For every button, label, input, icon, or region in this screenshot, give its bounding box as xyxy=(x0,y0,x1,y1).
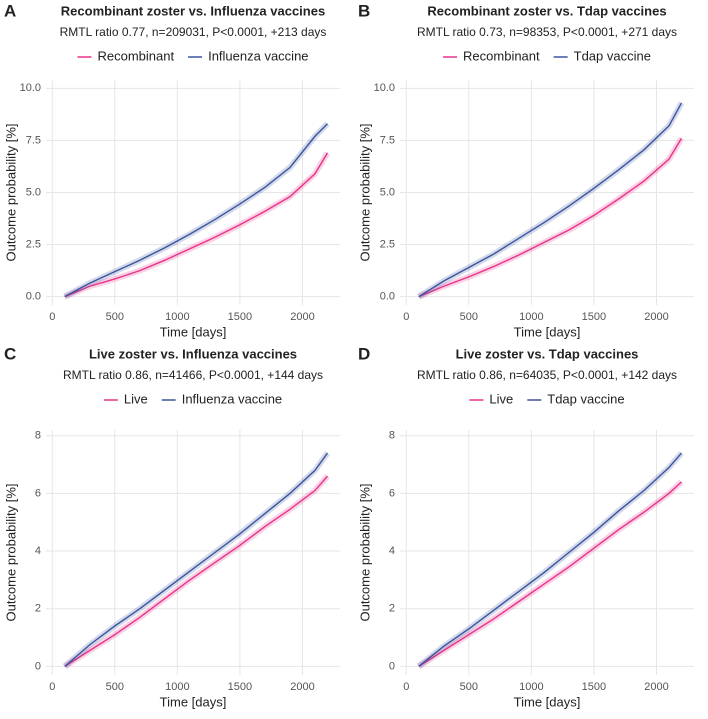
x-tick-label: 1500 xyxy=(582,311,606,323)
legend-label: Recombinant xyxy=(463,48,540,63)
y-tick-label: 2 xyxy=(35,603,41,615)
x-axis-title: Time [days] xyxy=(160,324,227,339)
series-line xyxy=(64,123,328,298)
x-axis-title: Time [days] xyxy=(514,324,581,339)
y-tick-label: 4 xyxy=(35,545,41,557)
y-tick-label: 0.0 xyxy=(380,291,395,303)
y-tick-label: 4 xyxy=(389,545,395,557)
confidence-band xyxy=(63,121,330,300)
x-tick-label: 2000 xyxy=(644,311,668,323)
y-tick-label: 0 xyxy=(35,660,41,672)
y-tick-label: 7.5 xyxy=(26,134,41,146)
chart-subtitle: RMTL ratio 0.77, n=209031, P<0.0001, +21… xyxy=(60,25,327,39)
confidence-band xyxy=(417,101,685,300)
series-line xyxy=(64,475,329,667)
chart-title: Live zoster vs. Tdap vaccines xyxy=(456,346,639,361)
x-tick-label: 1500 xyxy=(228,681,252,693)
x-tick-label: 1500 xyxy=(228,311,252,323)
series-line xyxy=(418,481,682,667)
x-tick-label: 500 xyxy=(106,311,124,323)
series-line xyxy=(64,452,329,667)
y-tick-label: 0.0 xyxy=(26,291,41,303)
x-tick-label: 500 xyxy=(460,311,478,323)
legend-label: Live xyxy=(489,391,513,406)
x-tick-label: 2000 xyxy=(290,681,314,693)
legend-label: Tdap vaccine xyxy=(574,48,651,63)
x-tick-label: 500 xyxy=(460,681,478,693)
x-tick-label: 1000 xyxy=(165,311,189,323)
legend-label: Live xyxy=(124,391,148,406)
y-tick-label: 5.0 xyxy=(26,186,41,198)
x-tick-label: 0 xyxy=(403,311,409,323)
y-tick-label: 2.5 xyxy=(26,238,41,250)
legend-label: Tdap vaccine xyxy=(547,391,624,406)
y-axis-title: Outcome probability [%] xyxy=(3,123,18,261)
series-line xyxy=(418,452,683,667)
y-tick-label: 5.0 xyxy=(380,186,395,198)
series-line xyxy=(418,137,683,298)
x-tick-label: 0 xyxy=(49,681,55,693)
series-line xyxy=(64,152,329,298)
y-tick-label: 0 xyxy=(389,660,395,672)
y-axis-title: Outcome probability [%] xyxy=(3,483,18,621)
chart-subtitle: RMTL ratio 0.86, n=41466, P<0.0001, +144… xyxy=(63,368,323,382)
series-line xyxy=(418,102,683,298)
confidence-band xyxy=(63,474,330,669)
x-tick-label: 2000 xyxy=(290,311,314,323)
legend-label: Recombinant xyxy=(97,48,174,63)
x-axis-title: Time [days] xyxy=(514,694,581,709)
y-tick-label: 2 xyxy=(389,603,395,615)
y-axis-title: Outcome probability [%] xyxy=(357,483,372,621)
legend-label: Influenza vaccine xyxy=(182,391,282,406)
y-tick-label: 10.0 xyxy=(20,82,41,94)
x-tick-label: 1000 xyxy=(519,311,543,323)
y-tick-label: 2.5 xyxy=(380,238,395,250)
x-tick-label: 1500 xyxy=(582,681,606,693)
x-tick-label: 0 xyxy=(403,681,409,693)
y-tick-label: 10.0 xyxy=(374,82,395,94)
panel-letter: B xyxy=(358,1,370,20)
y-tick-label: 6 xyxy=(389,487,395,499)
x-axis-title: Time [days] xyxy=(160,694,227,709)
x-tick-label: 2000 xyxy=(644,681,668,693)
y-tick-label: 6 xyxy=(35,487,41,499)
confidence-band xyxy=(416,451,684,669)
panel-letter: A xyxy=(4,1,16,20)
chart-subtitle: RMTL ratio 0.73, n=98353, P<0.0001, +271… xyxy=(417,25,677,39)
legend-label: Influenza vaccine xyxy=(208,48,308,63)
y-axis-title: Outcome probability [%] xyxy=(357,123,372,261)
chart-subtitle: RMTL ratio 0.86, n=64035, P<0.0001, +142… xyxy=(417,368,677,382)
panel-letter: D xyxy=(358,344,370,363)
chart-title: Live zoster vs. Influenza vaccines xyxy=(89,346,297,361)
x-tick-label: 1000 xyxy=(519,681,543,693)
y-tick-label: 7.5 xyxy=(380,134,395,146)
y-tick-label: 8 xyxy=(389,430,395,442)
chart-title: Recombinant zoster vs. Influenza vaccine… xyxy=(61,3,325,18)
chart-title: Recombinant zoster vs. Tdap vaccines xyxy=(427,3,666,18)
x-tick-label: 1000 xyxy=(165,681,189,693)
panel-letter: C xyxy=(4,344,16,363)
x-tick-label: 0 xyxy=(49,311,55,323)
y-tick-label: 8 xyxy=(35,430,41,442)
x-tick-label: 500 xyxy=(106,681,124,693)
